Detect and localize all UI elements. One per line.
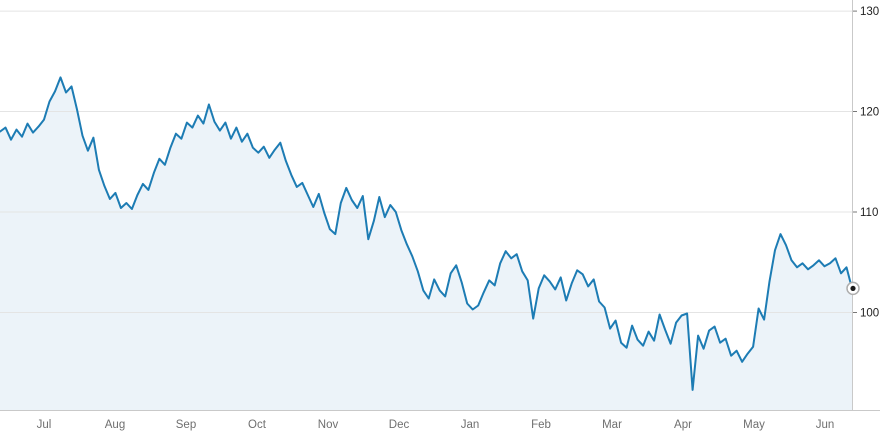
x-axis-label: Apr: [674, 419, 692, 431]
x-axis-label: May: [743, 419, 765, 431]
y-axis-label: 130: [860, 6, 879, 18]
x-axis-label: Jul: [37, 419, 52, 431]
last-price-marker-dot: [850, 285, 856, 292]
x-axis-label: Jan: [461, 419, 480, 431]
y-axis-label: 110: [860, 207, 878, 219]
y-axis-label: 120: [860, 107, 879, 119]
x-axis-label: Jun: [816, 419, 835, 431]
price-area-fill: [0, 77, 852, 411]
x-axis-label: Sep: [176, 419, 196, 431]
y-axis-label: 100: [860, 308, 879, 320]
price-line: [0, 76, 853, 391]
x-axis-label: Oct: [248, 419, 267, 431]
x-axis-label: Dec: [389, 419, 410, 431]
x-axis-label: Aug: [105, 419, 125, 431]
x-axis-label: Nov: [318, 419, 339, 431]
x-axis-label: Feb: [531, 419, 551, 431]
x-axis-label: Mar: [602, 419, 622, 431]
